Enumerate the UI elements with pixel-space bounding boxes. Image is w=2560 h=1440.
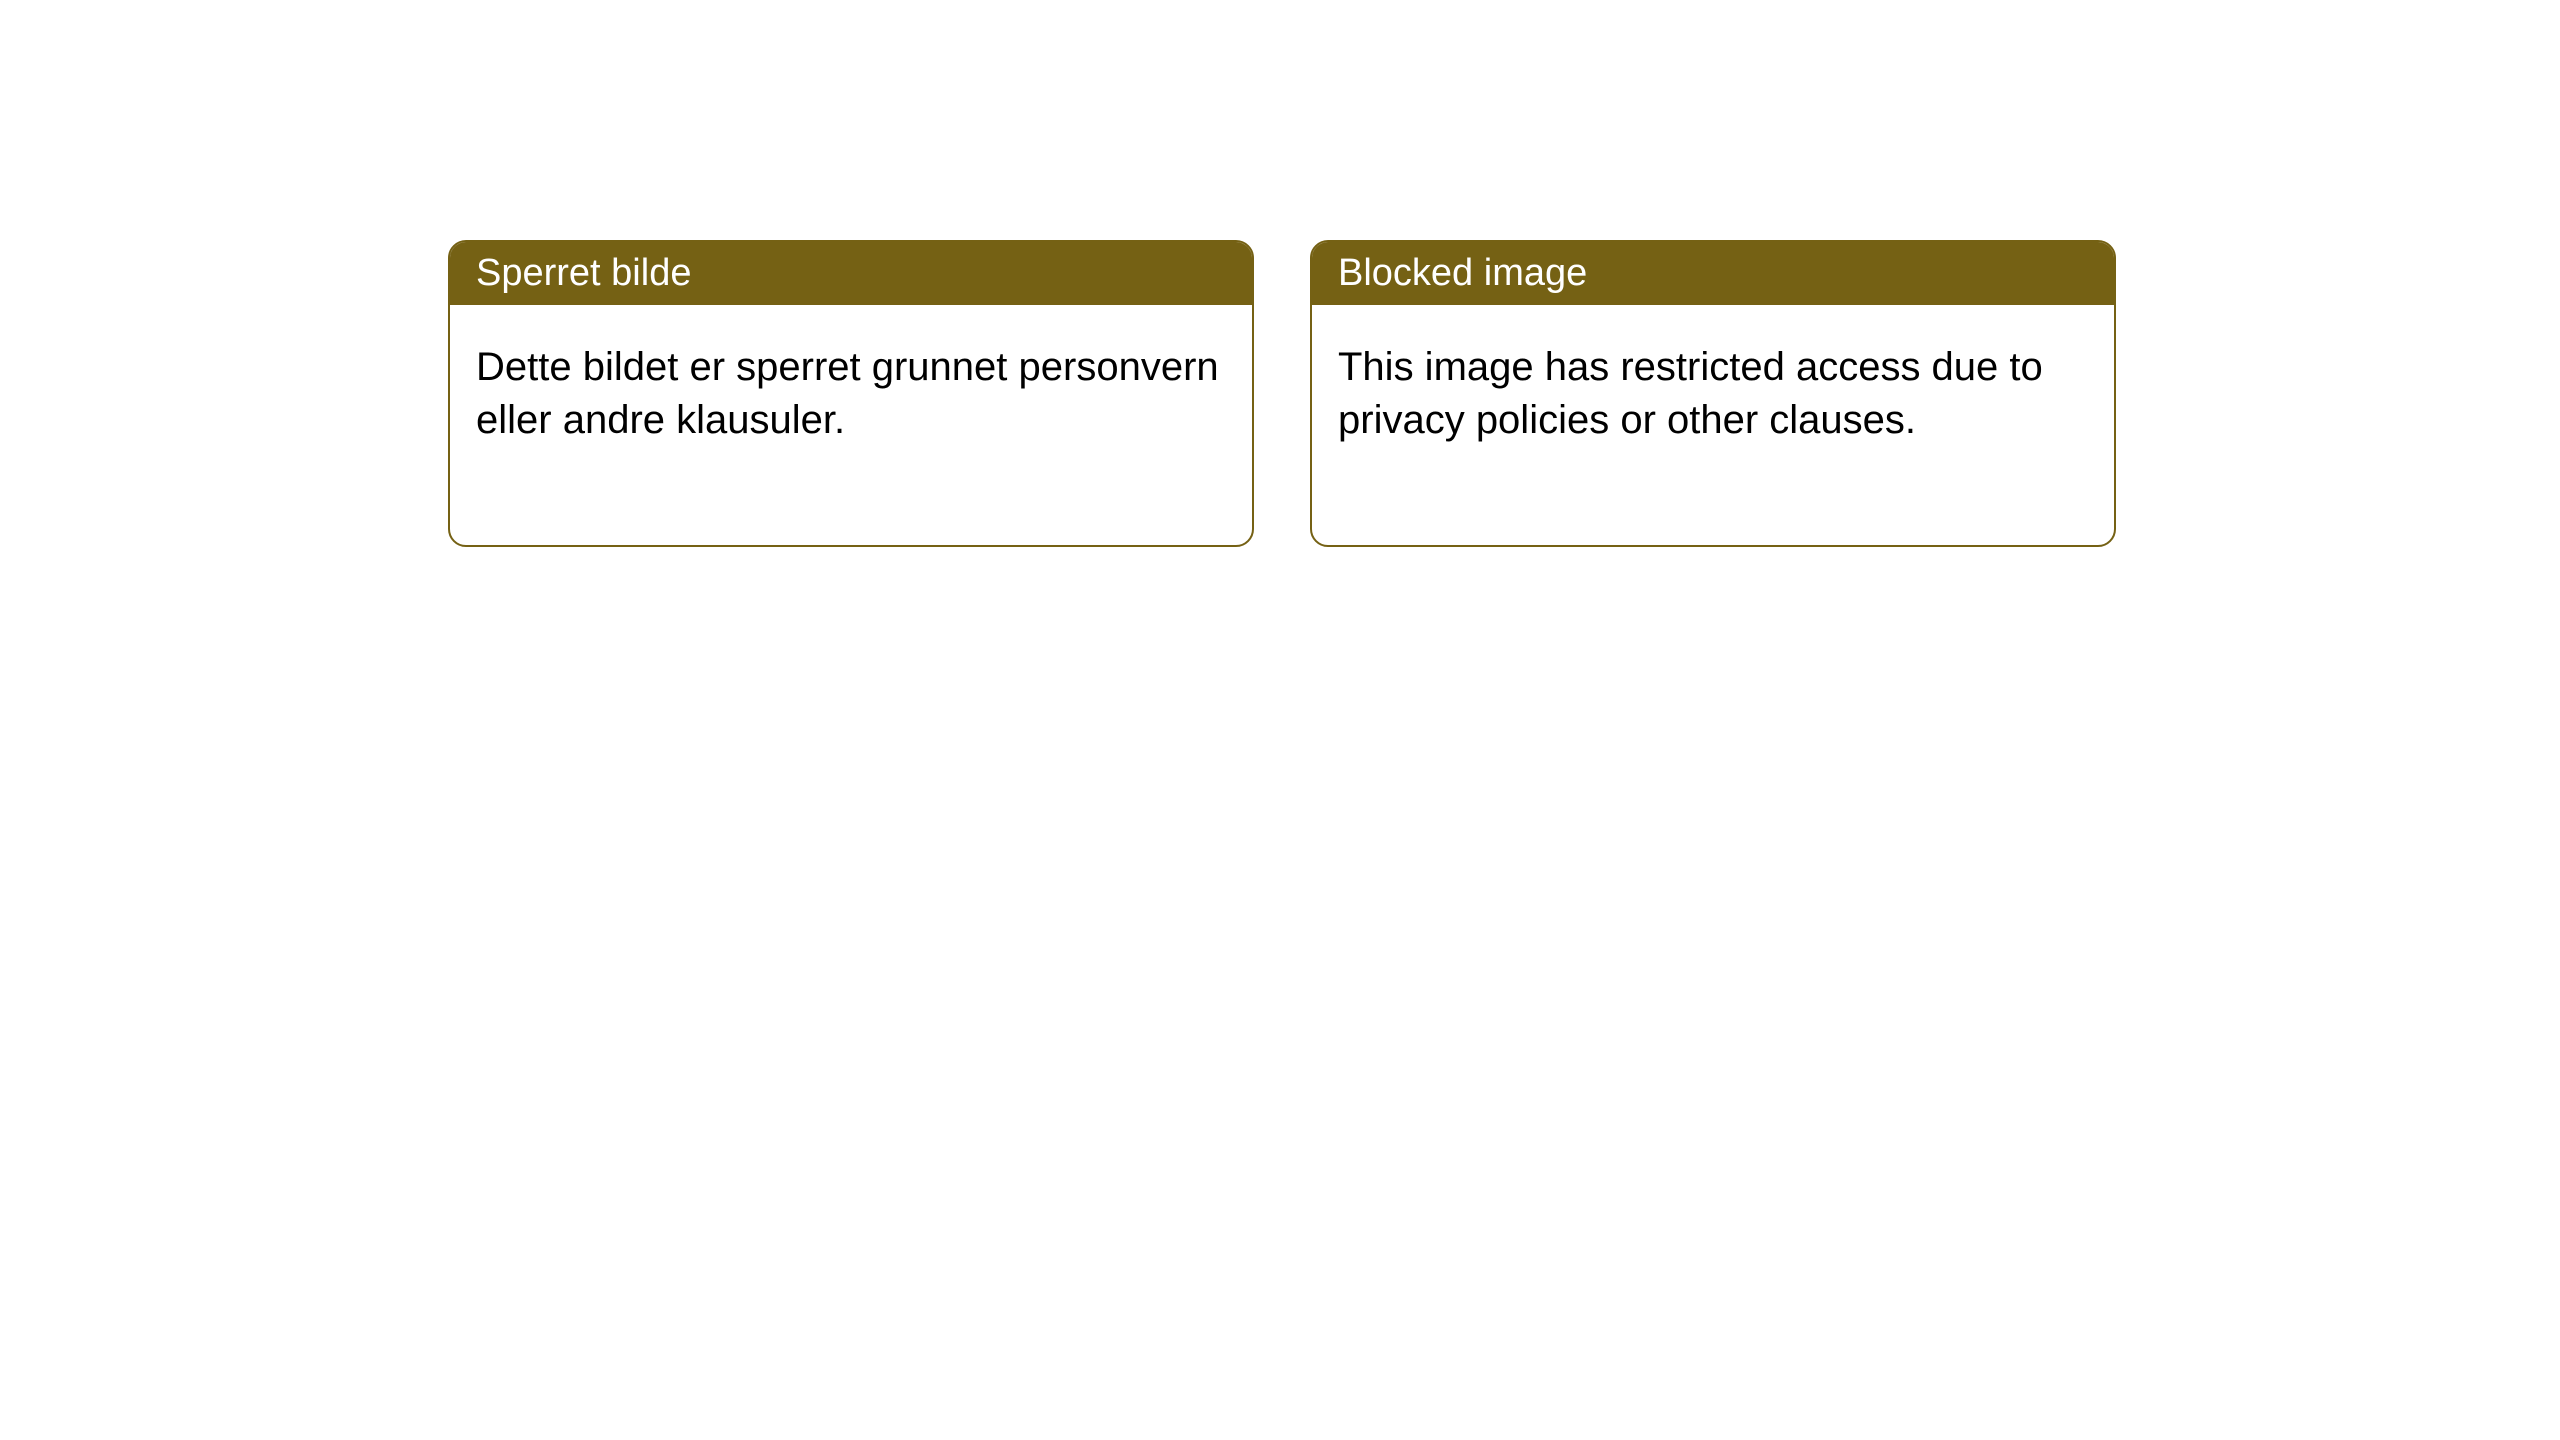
notice-body-norwegian: Dette bildet er sperret grunnet personve… — [450, 305, 1252, 545]
notice-card-english: Blocked image This image has restricted … — [1310, 240, 2116, 547]
notice-body-english: This image has restricted access due to … — [1312, 305, 2114, 545]
notice-card-norwegian: Sperret bilde Dette bildet er sperret gr… — [448, 240, 1254, 547]
notice-header-english: Blocked image — [1312, 242, 2114, 305]
notice-header-norwegian: Sperret bilde — [450, 242, 1252, 305]
notice-cards-container: Sperret bilde Dette bildet er sperret gr… — [448, 240, 2116, 547]
